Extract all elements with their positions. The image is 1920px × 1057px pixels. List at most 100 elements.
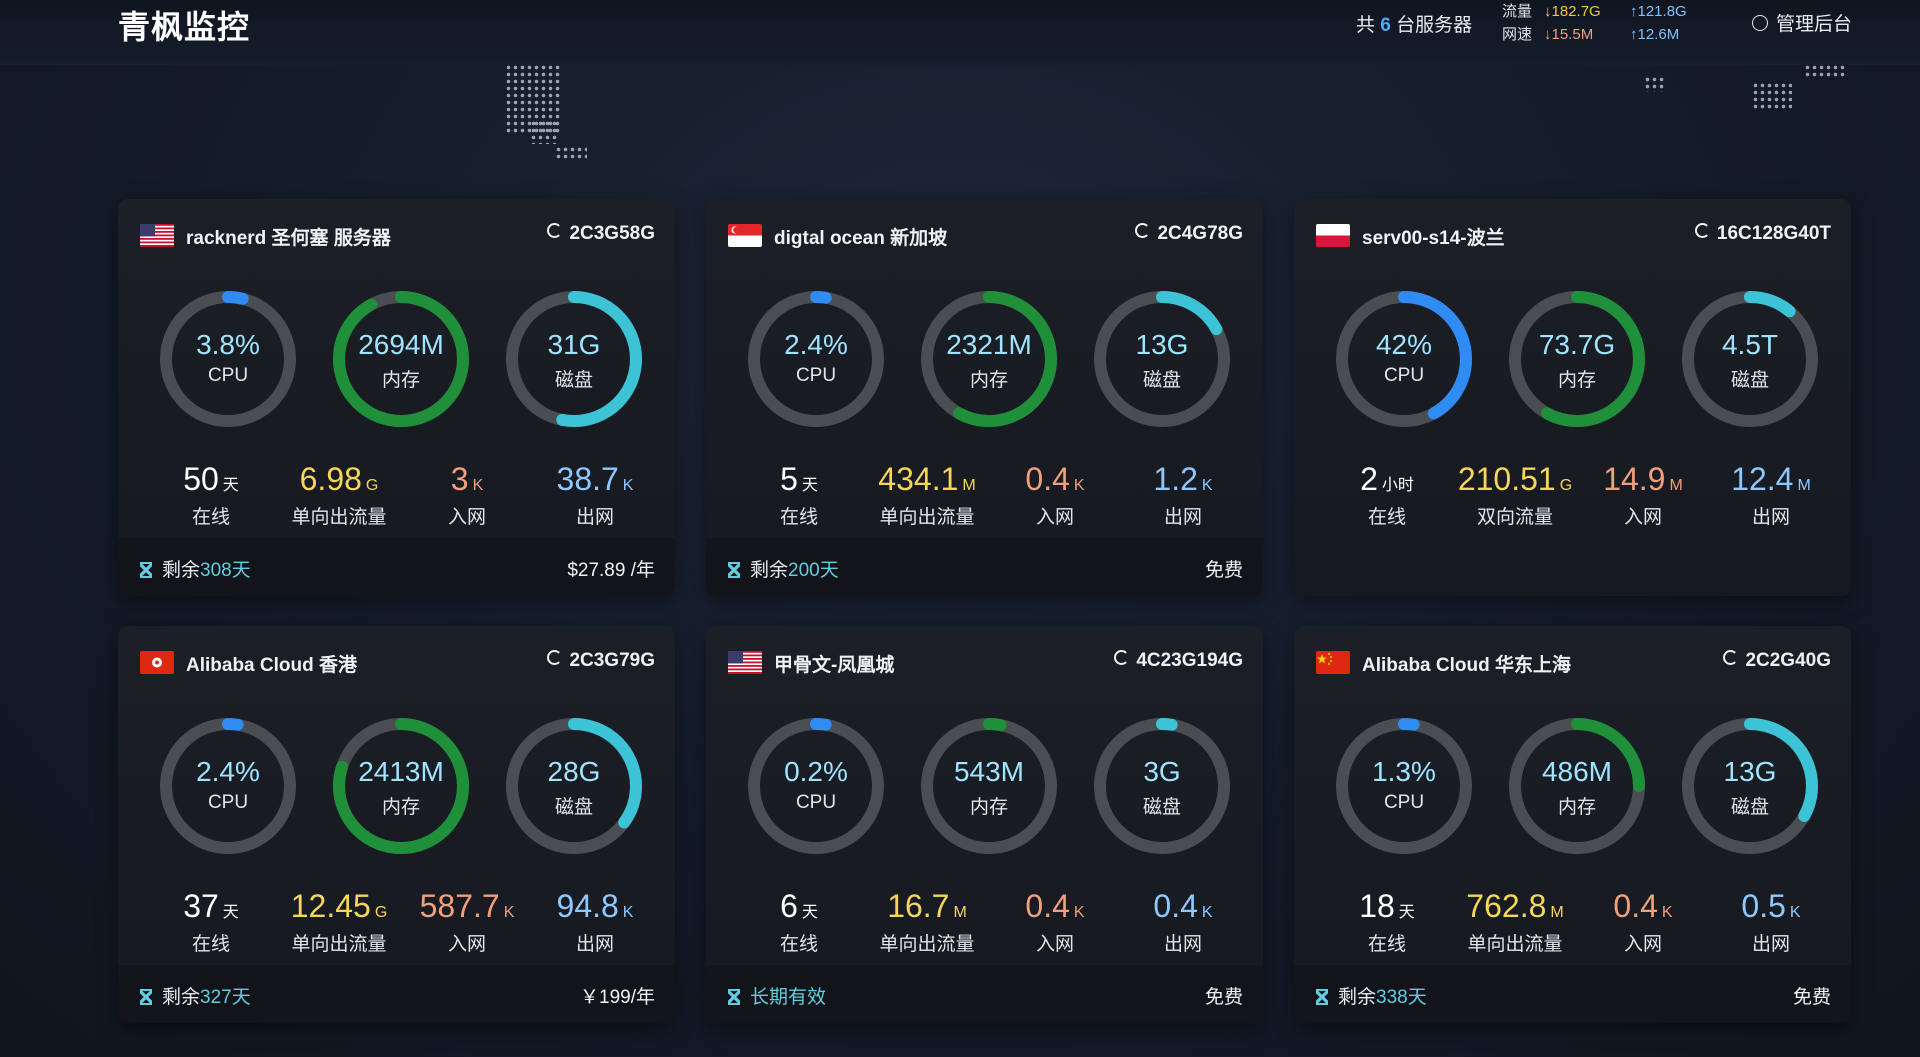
disk-gauge-ring — [1094, 718, 1230, 854]
disk-label: 磁盘 — [554, 370, 593, 391]
in-stat: 14.9 M 入网 — [1578, 461, 1708, 529]
traffic-label: 单向出流量 — [291, 507, 387, 528]
uptime-number: 5 — [780, 461, 798, 497]
uptime-unit: 天 — [801, 904, 818, 921]
out-number: 1.2 — [1153, 461, 1198, 497]
server-card[interactable]: Alibaba Cloud 香港 2C3G79G 2.4% CPU 2413M … — [118, 626, 675, 1023]
in-label: 入网 — [1623, 934, 1662, 955]
server-card[interactable]: digtal ocean 新加坡 2C4G78G 2.4% CPU 2321M … — [706, 199, 1263, 596]
cpu-gauge-ring — [160, 291, 296, 427]
uptime-unit: 天 — [222, 904, 239, 921]
server-spec: 2C3G58G — [547, 223, 655, 245]
server-card[interactable]: 甲骨文-凤凰城 4C23G194G 0.2% CPU 543M 内存 3G 磁盘 — [706, 626, 1263, 1023]
uptime-unit: 天 — [801, 477, 818, 494]
server-card[interactable]: racknerd 圣何塞 服务器 2C3G58G 3.8% CPU 2694M … — [118, 199, 675, 596]
card-footer: 剩余327天 ￥199/年 — [118, 965, 675, 1023]
disk-gauge-ring — [1682, 718, 1818, 854]
in-number: 0.4 — [1025, 888, 1070, 924]
in-stat: 0.4 K 入网 — [990, 461, 1120, 529]
out-stat: 1.2 K 出网 — [1118, 461, 1248, 529]
traffic-number: 6.98 — [299, 461, 362, 497]
out-stat: 0.5 K 出网 — [1706, 888, 1836, 956]
in-stat: 0.4 K 入网 — [1578, 888, 1708, 956]
uptime-number: 50 — [183, 461, 219, 497]
disk-value: 13G — [1135, 329, 1189, 360]
in-number: 3 — [450, 461, 469, 497]
out-unit: K — [1201, 904, 1213, 921]
hourglass-icon — [140, 989, 152, 1005]
map-dots — [555, 146, 587, 160]
cpu-gauge-ring — [1336, 291, 1472, 427]
in-number: 0.4 — [1025, 461, 1070, 497]
top-bar: 青枫监控 共 6 台服务器 流量 ↓182.7G ↑121.8G 网速 ↓15.5M ↑… — [0, 0, 1920, 65]
speed-down: ↓15.5M — [1544, 26, 1594, 43]
gauge-row: 42% CPU 73.7G 内存 4.5T 磁盘 — [1294, 285, 1851, 433]
mem-gauge-ring — [921, 291, 1057, 427]
card-header: Alibaba Cloud 香港 2C3G79G — [118, 626, 675, 696]
server-name: racknerd 圣何塞 服务器 — [186, 228, 391, 249]
card-footer: 剩余200天 免费 — [706, 538, 1263, 596]
country-flag-icon — [140, 651, 174, 674]
spec-icon — [547, 650, 563, 665]
out-number: 38.7 — [556, 461, 619, 497]
disk-label: 磁盘 — [1142, 797, 1181, 818]
mem-label: 内存 — [381, 797, 420, 818]
server-spec: 4C23G194G — [1114, 650, 1243, 672]
server-card[interactable]: serv00-s14-波兰 16C128G40T 42% CPU 73.7G 内… — [1294, 199, 1851, 596]
in-unit: K — [1073, 904, 1085, 921]
uptime-number: 37 — [183, 888, 219, 924]
spec-icon — [1694, 223, 1710, 238]
remain-days: 327天 — [200, 987, 251, 1008]
traffic-stat: 210.51 G 双向流量 — [1450, 461, 1580, 529]
gauge-row: 1.3% CPU 486M 内存 13G 磁盘 — [1294, 712, 1851, 860]
spec-text: 4C23G194G — [1136, 650, 1243, 671]
traffic-unit: G — [365, 477, 379, 494]
remain-prefix: 剩余 — [750, 560, 789, 581]
traffic-label: 单向出流量 — [291, 934, 387, 955]
mem-label: 内存 — [1557, 797, 1596, 818]
out-stat: 38.7 K 出网 — [530, 461, 660, 529]
map-dots — [1752, 82, 1792, 110]
uptime-label: 在线 — [1367, 507, 1406, 528]
gauge-row: 0.2% CPU 543M 内存 3G 磁盘 — [706, 712, 1263, 860]
cpu-label: CPU — [207, 792, 249, 813]
cpu-gauge-ring — [160, 718, 296, 854]
mem-label: 内存 — [969, 370, 1008, 391]
disk-value: 4.5T — [1721, 329, 1779, 360]
traffic-unit: G — [1559, 477, 1573, 494]
server-spec: 2C4G78G — [1135, 223, 1243, 245]
traffic-unit: M — [1550, 904, 1564, 921]
remain-prefix: 剩余 — [162, 560, 201, 581]
uptime-unit: 天 — [222, 477, 239, 494]
uptime-stat: 18 天 在线 — [1322, 888, 1452, 956]
price: 免费 — [1204, 560, 1243, 581]
hourglass-icon — [728, 562, 740, 578]
spec-icon — [1723, 650, 1739, 665]
disk-gauge-ring — [506, 291, 642, 427]
spec-text: 2C3G58G — [569, 223, 655, 244]
admin-link[interactable]: 管理后台 — [1752, 9, 1852, 36]
server-name: serv00-s14-波兰 — [1362, 228, 1505, 249]
server-spec: 2C3G79G — [547, 650, 655, 672]
uptime-unit: 小时 — [1381, 477, 1414, 494]
traffic-number: 434.1 — [878, 461, 959, 497]
traffic-number: 762.8 — [1466, 888, 1547, 924]
uptime-stat: 50 天 在线 — [146, 461, 276, 529]
card-header: 甲骨文-凤凰城 4C23G194G — [706, 626, 1263, 696]
disk-gauge: 13G 磁盘 — [1088, 285, 1236, 433]
server-card[interactable]: Alibaba Cloud 华东上海 2C2G40G 1.3% CPU 486M… — [1294, 626, 1851, 1023]
mem-gauge: 2694M 内存 — [327, 285, 475, 433]
remain-prefix: 剩余 — [1338, 987, 1377, 1008]
hourglass-icon — [140, 562, 152, 578]
expiry-info: 剩余308天 — [140, 555, 251, 582]
server-spec: 16C128G40T — [1694, 223, 1831, 245]
stats-row: 2 小时 在线 210.51 G 双向流量 14.9 M 入网 12.4 M 出网 — [1294, 461, 1851, 529]
cpu-value: 2.4% — [196, 756, 260, 787]
out-unit: K — [1201, 477, 1213, 494]
cpu-value: 42% — [1375, 329, 1433, 360]
out-label: 出网 — [575, 934, 614, 955]
mem-gauge-ring — [921, 718, 1057, 854]
traffic-label: 双向流量 — [1476, 507, 1553, 528]
mem-value: 543M — [953, 756, 1025, 787]
